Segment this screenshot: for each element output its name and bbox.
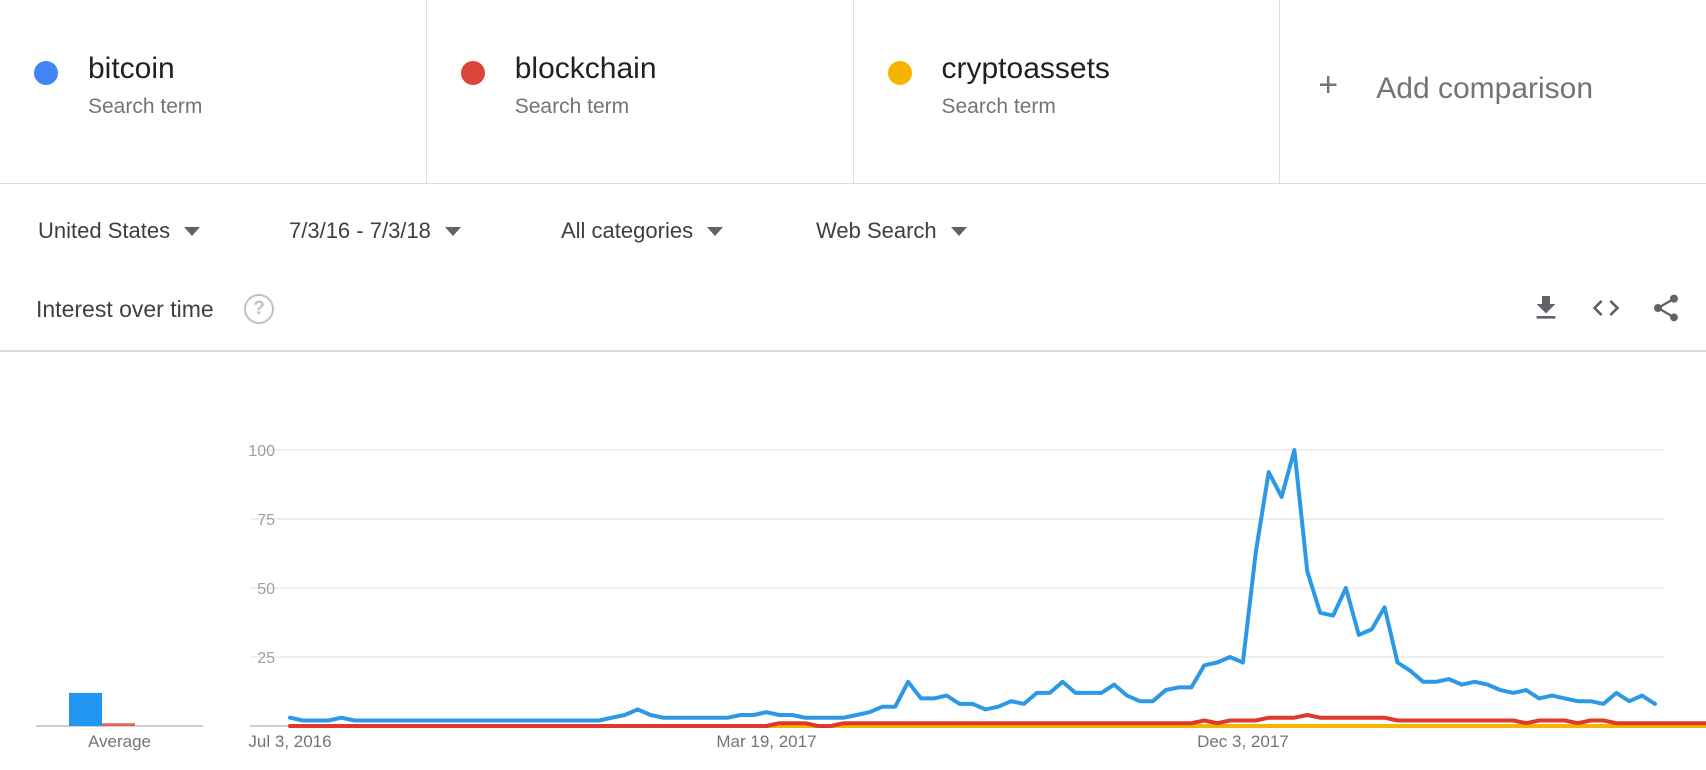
download-icon[interactable] <box>1530 292 1562 324</box>
average-label: Average <box>88 732 151 751</box>
term-name: bitcoin <box>88 52 175 85</box>
term-type: Search term <box>88 95 203 118</box>
term-card-bitcoin[interactable]: bitcoin Search term <box>0 0 427 183</box>
y-tick-label: 50 <box>257 581 275 598</box>
plus-icon: + <box>1318 66 1339 104</box>
series-color-dot <box>34 61 58 85</box>
interest-over-time-header: Interest over time ? <box>0 268 1706 352</box>
chart-area: 25 50 75 100 Jul 3, 2016 Mar 19, 2017 Dec 3, 2… <box>0 352 1706 765</box>
x-tick-label: Mar 19, 2017 <box>716 732 816 751</box>
comparison-bar: bitcoin Search term blockchain Search te… <box>0 0 1706 184</box>
section-title: Interest over time <box>36 296 214 322</box>
caret-down-icon <box>184 226 201 236</box>
series-color-dot <box>460 61 485 85</box>
term-type: Search term <box>941 95 1056 118</box>
filter-bar: United States 7/3/16 - 7/3/18 All catego… <box>0 184 1706 268</box>
region-label: United States <box>38 218 171 243</box>
category-label: All categories <box>561 218 694 243</box>
y-tick-label: 75 <box>257 512 275 529</box>
add-comparison-button[interactable]: + Add comparison <box>1280 0 1706 183</box>
term-name: blockchain <box>514 52 657 85</box>
y-tick-label: 25 <box>257 650 275 667</box>
help-icon[interactable]: ? <box>244 294 274 324</box>
embed-icon[interactable] <box>1590 292 1622 324</box>
series-line-bitcoin <box>288 448 1657 723</box>
y-tick-label: 100 <box>248 443 275 460</box>
caret-down-icon <box>444 226 461 236</box>
average-bar-blockchain <box>102 723 135 726</box>
add-comparison-label: Add comparison <box>1376 72 1594 105</box>
category-dropdown[interactable]: All categories <box>561 218 724 244</box>
series-color-dot <box>887 61 912 85</box>
term-name: cryptoassets <box>941 52 1110 85</box>
date-range-label: 7/3/16 - 7/3/18 <box>289 218 431 243</box>
term-type: Search term <box>514 95 630 118</box>
caret-down-icon <box>707 226 724 236</box>
term-card-cryptoassets[interactable]: cryptoassets Search term <box>854 0 1281 183</box>
average-bar-bitcoin <box>69 692 102 726</box>
term-card-blockchain[interactable]: blockchain Search term <box>427 0 854 183</box>
x-tick-label: Dec 3, 2017 <box>1197 732 1289 751</box>
share-icon[interactable] <box>1650 292 1682 324</box>
search-type-dropdown[interactable]: Web Search <box>816 218 967 244</box>
caret-down-icon <box>950 226 967 236</box>
interest-over-time-chart: 25 50 75 100 Jul 3, 2016 Mar 19, 2017 Dec 3, 2… <box>36 443 1706 751</box>
search-type-label: Web Search <box>816 218 937 243</box>
x-tick-label: Jul 3, 2016 <box>248 732 331 751</box>
date-range-dropdown[interactable]: 7/3/16 - 7/3/18 <box>289 218 461 244</box>
region-dropdown[interactable]: United States <box>38 218 201 244</box>
series-line-blockchain <box>288 713 1706 728</box>
